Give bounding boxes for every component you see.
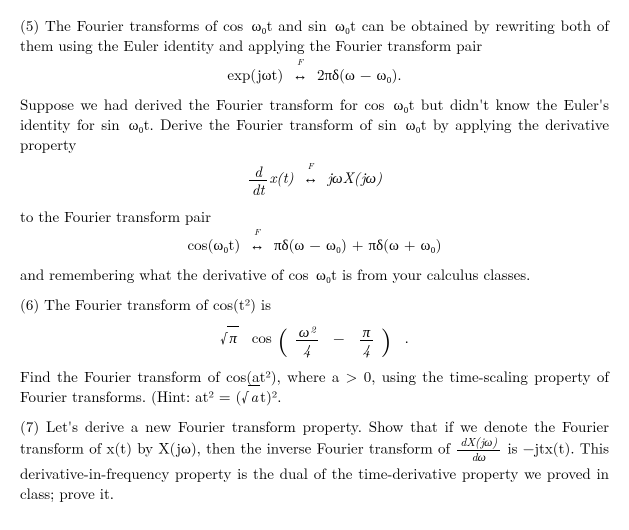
frac-den: 4 xyxy=(360,340,374,357)
p5-para3: to the Fourier transform pair xyxy=(20,207,609,227)
fraction: d dt xyxy=(249,164,268,197)
fraction: dX( jω)dω xyxy=(457,437,500,463)
sqrt-arg: π xyxy=(227,326,239,348)
frac-num: π xyxy=(360,324,374,340)
p5-eq2: d dt x(t) F↔ jωX( jω) xyxy=(20,164,609,197)
frac-den: dt xyxy=(249,180,268,197)
text: t)². xyxy=(260,386,281,407)
p5-intro: (5) The Fourier transforms of cos ω₀t an… xyxy=(20,16,609,57)
eq-text: jωX( jω) xyxy=(327,167,382,188)
frac-den: 4 xyxy=(296,340,318,357)
eq-text: πδ(ω − ω₀) + πδ(ω + ω₀) xyxy=(274,234,442,255)
frac-num: d xyxy=(249,164,268,180)
p5-para4: and remembering what the derivative of c… xyxy=(20,265,609,285)
paren-right-icon: ) xyxy=(381,327,392,353)
eq-text: cos xyxy=(252,327,272,348)
eq-text: x(t) xyxy=(269,167,293,188)
p6-eq: √π cos ( ω² 4 − π 4 ) . xyxy=(20,324,609,357)
frac-num: ω² xyxy=(296,324,318,340)
sqrt-arg: a xyxy=(248,385,260,407)
p5-para2: Suppose we had derived the Fourier trans… xyxy=(20,95,609,156)
sqrt-icon: √π xyxy=(220,328,239,348)
ft-arrow-icon: F↔ xyxy=(293,65,308,85)
page: (5) The Fourier transforms of cos ω₀t an… xyxy=(0,0,629,530)
fraction: ω² 4 xyxy=(296,324,318,357)
p7-para: (7) Let's derive a new Fourier transform… xyxy=(20,417,609,504)
p6-para2: Find the Fourier transform of cos(at²), … xyxy=(20,367,609,408)
ft-arrow-icon: F↔ xyxy=(250,235,265,255)
ft-arrow-icon: F↔ xyxy=(303,168,318,188)
p5-eq3: cos(ω₀t) F↔ πδ(ω − ω₀) + πδ(ω + ω₀) xyxy=(20,235,609,255)
p5-eq1: exp( jωt) F↔ 2πδ(ω − ω₀). xyxy=(20,65,609,85)
eq-text: − xyxy=(333,327,345,348)
paren-left-icon: ( xyxy=(277,327,288,353)
sqrt-icon: √a xyxy=(241,387,260,407)
eq-text: . xyxy=(405,327,409,348)
eq-text: 2πδ(ω − ω₀). xyxy=(317,64,402,85)
frac-den: dω xyxy=(457,450,500,464)
fraction: π 4 xyxy=(360,324,374,357)
text: Find the Fourier transform of cos(at²), … xyxy=(20,366,609,407)
eq-text: exp( jωt) xyxy=(227,64,283,85)
p6-intro: (6) The Fourier transform of cos(t²) is xyxy=(20,295,609,315)
eq-text: cos(ω₀t) xyxy=(188,234,241,255)
